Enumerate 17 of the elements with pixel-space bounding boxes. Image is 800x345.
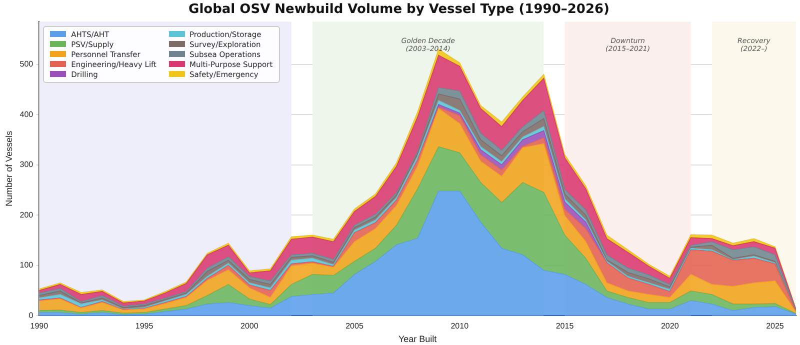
- chart-title: Global OSV Newbuild Volume by Vessel Type (1990–2026): [188, 2, 610, 18]
- y-tick-label: 500: [20, 60, 34, 69]
- x-tick-label: 2015: [556, 322, 574, 331]
- x-axis-title: Year Built: [398, 334, 438, 344]
- x-tick-label: 2020: [660, 322, 680, 331]
- y-tick-label: 400: [20, 110, 34, 119]
- x-tick-label: 1995: [135, 322, 154, 331]
- x-tick-label: 2005: [346, 322, 364, 331]
- x-tick-label: 1990: [30, 322, 49, 331]
- y-tick-label: 0: [28, 310, 34, 320]
- y-tick-label: 100: [20, 260, 34, 270]
- y-tick-label: 200: [20, 210, 34, 220]
- x-tick-label: 2000: [240, 322, 259, 331]
- y-axis-title: Number of Vessels: [4, 130, 14, 206]
- x-tick-label: 2025: [766, 322, 784, 331]
- y-tick-label: 300: [20, 160, 34, 170]
- x-tick-label: 2010: [450, 322, 470, 331]
